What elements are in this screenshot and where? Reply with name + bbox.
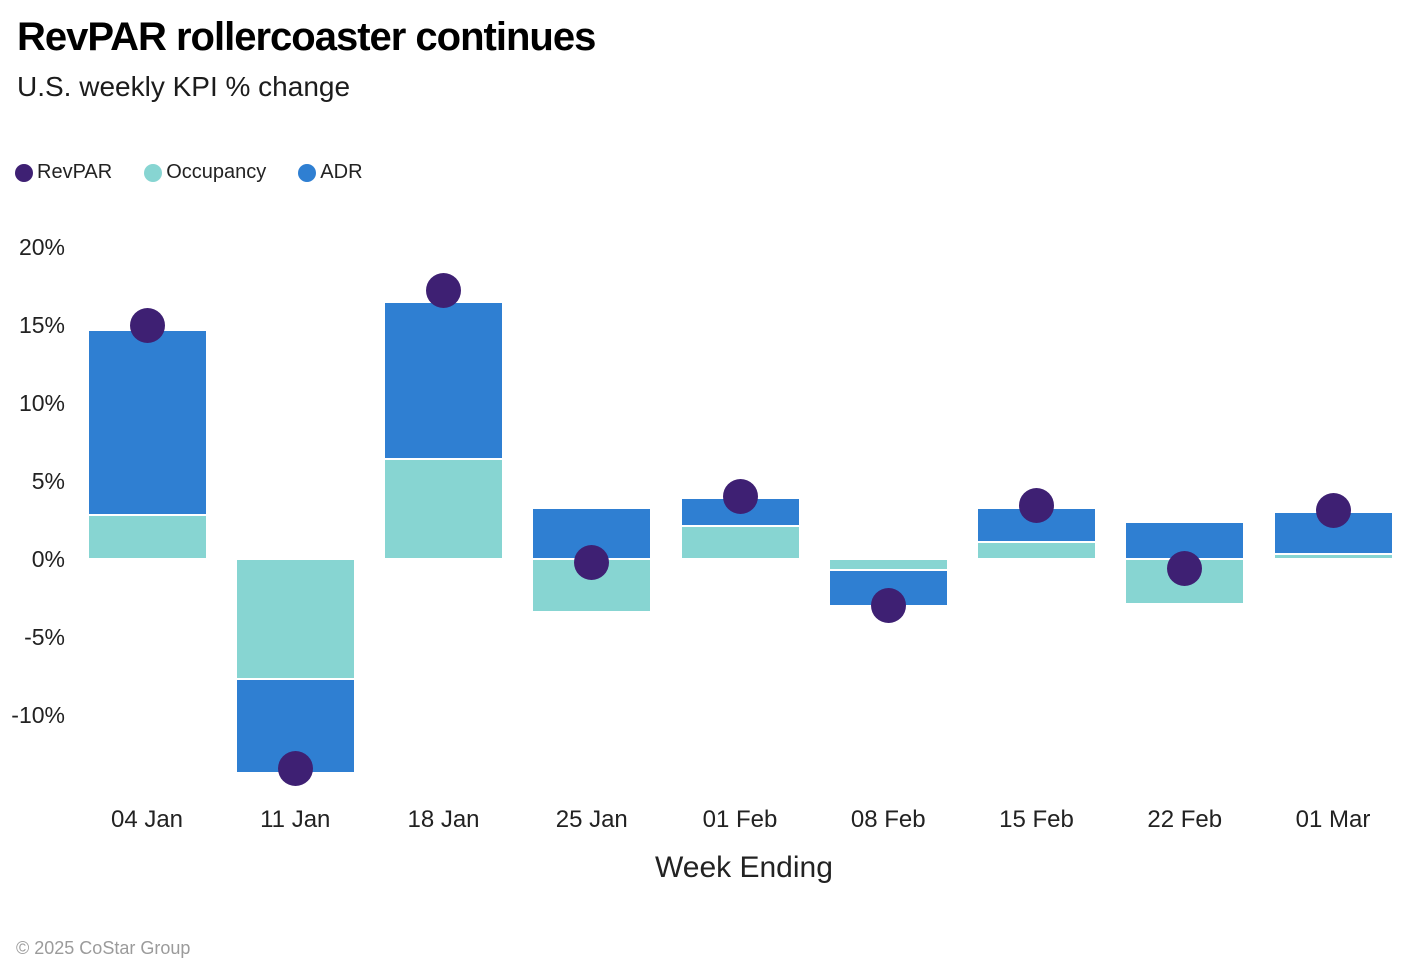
revpar-data-point[interactable] bbox=[1019, 488, 1054, 524]
revpar-data-point[interactable] bbox=[870, 588, 906, 624]
x-axis-tick-label: 08 Feb bbox=[850, 806, 926, 833]
adr-bar-segment[interactable] bbox=[87, 329, 207, 516]
y-axis-tick-label: 10% bbox=[18, 390, 65, 416]
x-axis-tick-label: 01 Feb bbox=[702, 806, 778, 833]
revpar-data-point[interactable] bbox=[722, 479, 758, 515]
chart-subtitle: U.S. weekly KPI % change bbox=[17, 71, 351, 102]
revpar-legend-dot-icon bbox=[15, 163, 33, 182]
legend-item-adr[interactable]: ADR bbox=[298, 161, 363, 184]
occupancy-bar-segment[interactable] bbox=[680, 526, 800, 559]
legend-label-revpar: RevPAR bbox=[37, 161, 113, 183]
y-axis-tick-label: 0% bbox=[31, 546, 65, 572]
occupancy-legend-dot-icon bbox=[144, 163, 163, 182]
occupancy-bar-segment[interactable] bbox=[828, 559, 948, 570]
x-axis-tick-label: 18 Jan bbox=[407, 806, 480, 833]
revpar-data-point[interactable] bbox=[426, 273, 461, 309]
y-axis-tick-label: 15% bbox=[18, 312, 65, 338]
adr-bar-segment[interactable] bbox=[384, 301, 503, 460]
y-axis-tick-label: -5% bbox=[24, 624, 65, 650]
revpar-data-point[interactable] bbox=[129, 307, 165, 343]
legend-label-adr: ADR bbox=[320, 161, 363, 183]
x-axis-tick-label: 15 Feb bbox=[999, 806, 1074, 833]
y-axis-tick-label: 20% bbox=[18, 234, 65, 260]
y-axis-tick-label: -10% bbox=[11, 702, 65, 728]
footer-copyright: © 2025 CoStar Group bbox=[16, 938, 191, 958]
x-axis-tick-label: 22 Feb bbox=[1147, 806, 1223, 833]
occupancy-bar-segment[interactable] bbox=[87, 515, 207, 559]
y-axis-tick-label: 5% bbox=[31, 468, 65, 494]
revpar-data-point[interactable] bbox=[1315, 493, 1351, 529]
legend-item-revpar[interactable]: RevPAR bbox=[15, 161, 112, 184]
chart-title: RevPAR rollercoaster continues bbox=[17, 15, 596, 59]
legend: RevPAR Occupancy ADR bbox=[15, 161, 363, 184]
revpar-data-point[interactable] bbox=[277, 750, 313, 786]
revpar-data-point[interactable] bbox=[574, 544, 610, 580]
occupancy-bar-segment[interactable] bbox=[235, 559, 355, 680]
occupancy-bar-segment[interactable] bbox=[384, 459, 503, 559]
occupancy-bar-segment[interactable] bbox=[977, 541, 1096, 559]
occupancy-bar-segment[interactable] bbox=[1273, 554, 1393, 559]
legend-item-occupancy[interactable]: Occupancy bbox=[144, 161, 266, 184]
x-axis-tick-label: 25 Jan bbox=[555, 806, 628, 833]
adr-legend-dot-icon bbox=[298, 163, 317, 182]
x-axis-tick-label: 11 Jan bbox=[260, 806, 331, 833]
x-axis-title: Week Ending bbox=[655, 851, 833, 884]
legend-label-occupancy: Occupancy bbox=[166, 161, 267, 183]
x-axis-tick-label: 01 Mar bbox=[1295, 806, 1371, 833]
x-axis-tick-label: 04 Jan bbox=[110, 806, 184, 833]
revpar-data-point[interactable] bbox=[1167, 550, 1203, 586]
